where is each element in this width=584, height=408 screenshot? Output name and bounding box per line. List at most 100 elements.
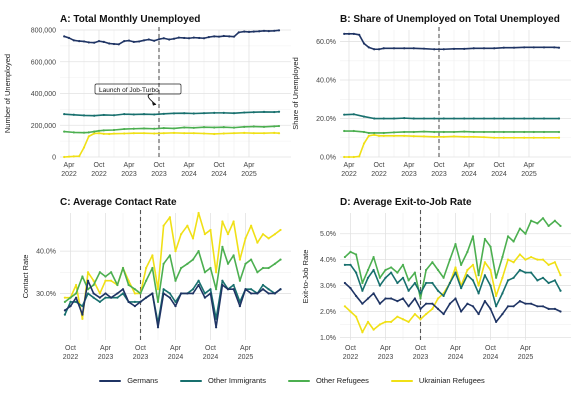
data-point-ukrainian-refugees [352,155,355,159]
data-point-other-immigrants [262,110,266,114]
data-point-germans [279,288,282,291]
data-point-germans [557,46,561,49]
data-point-other-immigrants [518,268,522,272]
data-point-ukrainian-refugees [250,224,253,227]
data-point-germans [93,41,96,44]
series-line-germans [63,29,280,46]
data-point-ukrainian-refugees [123,132,126,135]
data-point-ukrainian-refugees [63,296,66,299]
data-point-other-refugees [343,129,346,133]
data-point-other-immigrants [222,111,225,114]
x-tick-label-line: Apr [244,162,256,169]
data-point-ukrainian-refugees [262,132,266,135]
data-point-other-immigrants [250,288,253,291]
data-point-other-refugees [93,130,96,133]
annotation-arrow [147,93,157,105]
data-point-other-refugees [372,255,375,259]
data-point-ukrainian-refugees [542,136,546,139]
data-point-ukrainian-refugees [502,136,505,139]
data-point-other-refugees [262,125,266,128]
x-tick-label-line: Apr [100,345,112,352]
data-point-other-immigrants [452,117,456,120]
data-point-germans [203,296,206,299]
data-point-other-refugees [433,130,436,134]
data-point-ukrainian-refugees [273,131,276,134]
data-point-germans [518,300,522,303]
data-point-germans [442,48,445,51]
data-point-other-immigrants [463,117,466,120]
x-tick-label-line: Apr [184,162,196,169]
data-point-ukrainian-refugees [261,233,265,236]
data-point-other-immigrants [547,281,550,285]
data-point-germans [110,296,113,299]
data-point-other-refugees [477,274,480,277]
data-point-other-refugees [384,268,387,272]
data-point-other-immigrants [493,117,496,120]
data-point-germans [153,39,156,42]
data-point-ukrainian-refugees [482,136,486,139]
data-point-ukrainian-refugees [378,323,381,326]
x-tick-label-line: Oct [434,162,445,169]
legend-swatch-other-immigrants [180,379,203,382]
data-point-other-immigrants [512,276,515,279]
data-point-germans [145,296,148,299]
x-tick-label-line: Apr [464,162,476,169]
data-point-other-immigrants [191,288,195,291]
data-point-ukrainian-refugees [466,268,469,272]
data-point-other-immigrants [243,111,246,114]
data-point-germans [349,287,352,290]
x-tick-label: Apr 2023 [121,162,137,178]
data-point-ukrainian-refugees [553,261,557,264]
panel-a-ylabel: Number of Unemployed [3,54,12,133]
data-point-other-immigrants [431,281,434,285]
data-point-other-immigrants [489,284,492,287]
y-tick-label: 0 [52,155,56,162]
x-tick-label-line: 2023 [151,171,167,178]
data-point-germans [471,305,475,308]
data-point-other-immigrants [403,117,406,120]
data-point-ukrainian-refugees [186,224,189,227]
data-point-other-refugees [483,237,486,241]
x-tick-label: Oct 2024 [483,345,499,361]
data-point-ukrainian-refugees [343,155,346,159]
data-point-other-immigrants [378,284,381,287]
data-point-other-immigrants [532,117,535,120]
y-tick-label: 200,000 [31,123,56,130]
data-point-other-refugees [559,224,562,228]
data-point-other-refugees [213,126,216,129]
series-line-ukrainian-refugees [344,253,562,334]
data-point-ukrainian-refugees [133,292,136,295]
data-point-germans [553,46,556,49]
x-tick-label: Apr 2024 [181,162,197,178]
data-point-other-immigrants [93,114,96,117]
data-point-germans [139,300,142,303]
data-point-other-refugees [98,271,101,274]
data-point-germans [98,296,101,299]
data-point-germans [512,305,515,308]
y-tick-label: 30.0% [36,291,56,298]
data-point-other-refugees [454,243,457,246]
data-point-other-immigrants [132,113,135,116]
series-line-other-refugees [64,125,280,134]
x-tick-label-line: Oct [485,345,496,352]
data-point-other-immigrants [209,288,212,291]
data-point-germans [256,292,259,295]
data-point-ukrainian-refugees [382,134,385,137]
data-point-ukrainian-refugees [226,233,230,236]
data-point-ukrainian-refugees [172,131,176,134]
x-tick-label-line: 2024 [448,354,464,361]
data-point-ukrainian-refugees [413,312,416,316]
data-point-ukrainian-refugees [489,268,492,272]
data-point-other-immigrants [82,114,86,117]
data-point-germans [422,47,426,50]
data-point-ukrainian-refugees [557,136,561,139]
data-point-ukrainian-refugees [192,132,195,135]
y-tick-label: 40.0% [316,78,336,85]
data-point-ukrainian-refugees [238,258,241,261]
data-point-other-refugees [72,131,75,134]
data-point-ukrainian-refugees [78,155,81,158]
data-point-other-immigrants [523,117,526,120]
data-point-other-immigrants [412,117,415,120]
x-tick-label: Oct 2022 [343,345,359,361]
data-point-other-immigrants [442,117,445,120]
